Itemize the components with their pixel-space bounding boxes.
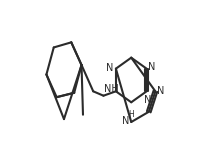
Text: N: N bbox=[157, 86, 165, 96]
Text: H: H bbox=[128, 110, 134, 119]
Text: N: N bbox=[106, 63, 113, 73]
Text: N: N bbox=[144, 95, 151, 105]
Text: N: N bbox=[122, 116, 130, 126]
Text: NH: NH bbox=[104, 84, 119, 94]
Text: N: N bbox=[148, 62, 155, 72]
